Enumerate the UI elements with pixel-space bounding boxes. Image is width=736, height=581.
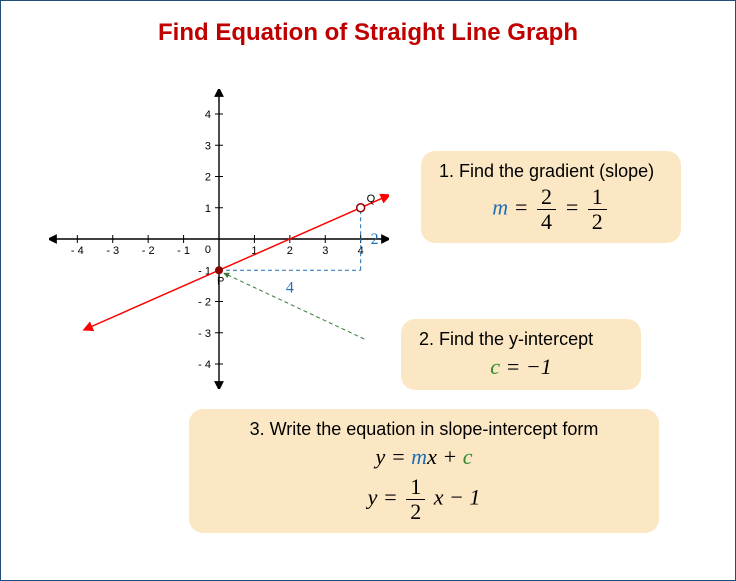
svg-text:2: 2 bbox=[287, 245, 293, 257]
svg-text:- 2: - 2 bbox=[142, 245, 155, 257]
step1-callout: 1. Find the gradient (slope) m = 24 = 12 bbox=[421, 151, 681, 243]
variable-m: m bbox=[411, 444, 427, 469]
svg-text:- 3: - 3 bbox=[198, 328, 211, 340]
svg-text:Q: Q bbox=[367, 193, 376, 205]
variable-c: c bbox=[490, 354, 500, 379]
fraction-2-4: 24 bbox=[537, 186, 556, 233]
c-value: −1 bbox=[526, 354, 552, 379]
svg-text:2: 2 bbox=[371, 231, 379, 248]
fraction-1-2: 12 bbox=[588, 186, 607, 233]
svg-text:P: P bbox=[217, 275, 224, 287]
svg-text:4: 4 bbox=[286, 279, 294, 296]
step3-equation-general: y = mx + c bbox=[207, 444, 641, 470]
svg-text:- 4: - 4 bbox=[198, 359, 211, 371]
step3-equation-specific: y = 12 x − 1 bbox=[207, 476, 641, 523]
step2-text: 2. Find the y-intercept bbox=[419, 329, 623, 350]
svg-text:4: 4 bbox=[205, 109, 211, 121]
variable-c: c bbox=[463, 444, 473, 469]
page-title: Find Equation of Straight Line Graph bbox=[1, 1, 735, 47]
step2-equation: c = −1 bbox=[419, 354, 623, 380]
svg-text:- 1: - 1 bbox=[198, 265, 211, 277]
step1-equation: m = 24 = 12 bbox=[439, 186, 663, 233]
step2-callout: 2. Find the y-intercept c = −1 bbox=[401, 319, 641, 390]
step3-callout: 3. Write the equation in slope-intercept… bbox=[189, 409, 659, 533]
coordinate-graph: - 4- 3- 2- 11234- 4- 3- 2- 11234024PQ bbox=[49, 89, 389, 389]
step3-text: 3. Write the equation in slope-intercept… bbox=[207, 419, 641, 440]
variable-m: m bbox=[492, 195, 508, 220]
fraction-1-2: 12 bbox=[406, 476, 425, 523]
svg-text:- 1: - 1 bbox=[177, 245, 190, 257]
step1-text: 1. Find the gradient (slope) bbox=[439, 161, 663, 182]
svg-text:0: 0 bbox=[205, 244, 211, 256]
diagram-frame: Find Equation of Straight Line Graph - 4… bbox=[0, 0, 736, 581]
svg-text:3: 3 bbox=[322, 245, 328, 257]
svg-text:2: 2 bbox=[205, 172, 211, 184]
svg-text:- 4: - 4 bbox=[71, 245, 84, 257]
svg-text:- 2: - 2 bbox=[198, 297, 211, 309]
svg-text:3: 3 bbox=[205, 140, 211, 152]
svg-text:1: 1 bbox=[205, 203, 211, 215]
svg-text:- 3: - 3 bbox=[106, 245, 119, 257]
